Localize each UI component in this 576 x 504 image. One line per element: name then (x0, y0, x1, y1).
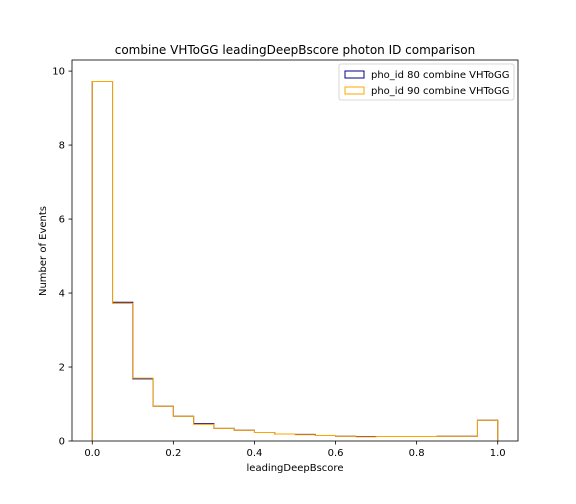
x-tick-label: 0.2 (165, 448, 181, 459)
x-axis: 0.0 0.2 0.4 0.6 0.8 1.0 (84, 441, 506, 459)
y-tick-label: 10 (52, 67, 65, 78)
y-tick-label: 2 (59, 363, 65, 374)
legend: pho_id 80 combine VHToGG pho_id 90 combin… (338, 63, 515, 101)
x-tick-label: 0.4 (247, 448, 263, 459)
x-tick-label: 0.8 (409, 448, 425, 459)
x-tick-label: 1.0 (490, 448, 506, 459)
legend-swatch-1 (344, 70, 365, 79)
legend-label-1: pho_id 80 combine VHToGG (371, 70, 510, 81)
histogram-series-2 (91, 80, 499, 441)
y-axis: 0 2 4 6 8 10 (52, 67, 72, 448)
legend-swatch-2 (344, 86, 365, 95)
x-tick-label: 0.6 (328, 448, 344, 459)
y-tick-label: 4 (59, 289, 65, 300)
y-tick-label: 6 (59, 215, 65, 226)
chart-title: combine VHToGG leadingDeepBscore photon … (115, 43, 476, 57)
plot-frame (71, 59, 519, 442)
legend-box (338, 63, 515, 101)
plot-area (71, 59, 519, 442)
x-tick-label: 0.0 (84, 448, 100, 459)
y-axis-label: Number of Events (38, 206, 49, 296)
x-axis-label: leadingDeepBscore (247, 463, 344, 474)
y-tick-label: 8 (59, 141, 65, 152)
y-tick-label: 0 (59, 437, 65, 448)
legend-label-2: pho_id 90 combine VHToGG (371, 86, 510, 97)
